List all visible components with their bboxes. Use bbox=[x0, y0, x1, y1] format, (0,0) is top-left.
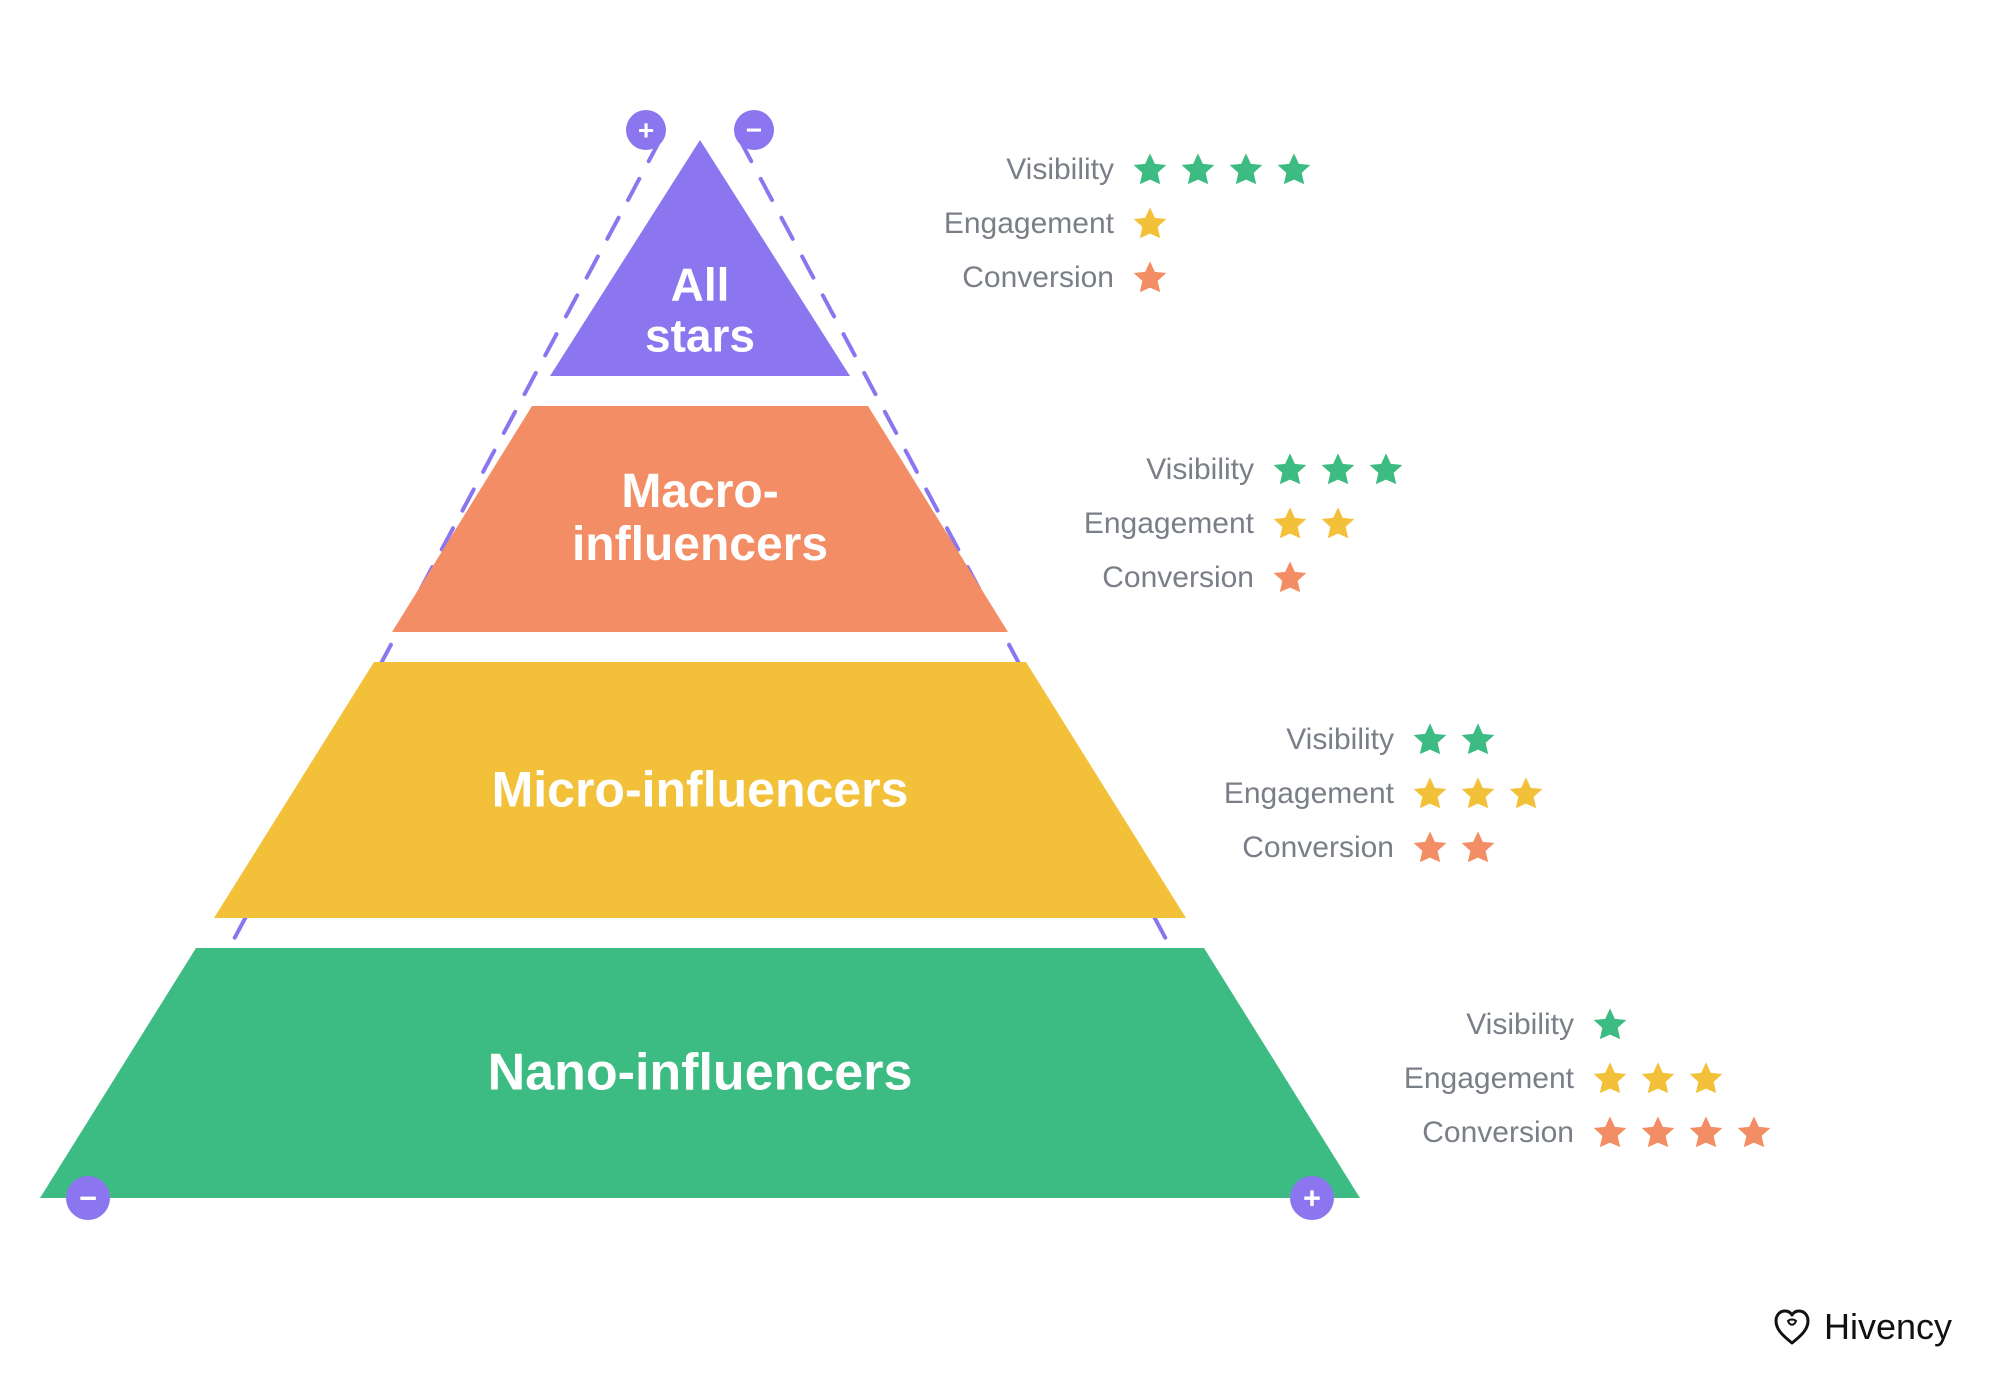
rating-row-visibility: Visibility bbox=[920, 150, 1314, 190]
star-icon bbox=[1410, 720, 1450, 760]
star-icon bbox=[1410, 774, 1450, 814]
badge-top-minus: − bbox=[734, 110, 774, 150]
brand-icon bbox=[1772, 1307, 1812, 1347]
tier-label-micro: Micro-influencers bbox=[492, 763, 909, 818]
rating-row-conversion: Conversion bbox=[1380, 1113, 1774, 1153]
rating-label: Conversion bbox=[1060, 561, 1270, 595]
ratings-nano: Visibility Engagement Conversion bbox=[1380, 1005, 1774, 1153]
star-icon bbox=[1178, 150, 1218, 190]
rating-row-engagement: Engagement bbox=[1060, 504, 1406, 544]
star-icon bbox=[1226, 150, 1266, 190]
rating-label: Conversion bbox=[1200, 831, 1410, 865]
star-icon bbox=[1270, 504, 1310, 544]
star-icon bbox=[1318, 504, 1358, 544]
ratings-micro: Visibility Engagement Conversion bbox=[1200, 720, 1546, 868]
badge-bottom-plus: + bbox=[1290, 1176, 1334, 1220]
star-icon bbox=[1734, 1113, 1774, 1153]
rating-stars bbox=[1270, 558, 1310, 598]
rating-label: Visibility bbox=[1200, 723, 1410, 757]
star-icon bbox=[1130, 258, 1170, 298]
rating-stars bbox=[1130, 204, 1170, 244]
rating-label: Visibility bbox=[1060, 453, 1270, 487]
rating-row-engagement: Engagement bbox=[920, 204, 1314, 244]
rating-row-engagement: Engagement bbox=[1200, 774, 1546, 814]
star-icon bbox=[1458, 828, 1498, 868]
rating-stars bbox=[1270, 504, 1358, 544]
svg-text:+: + bbox=[1303, 1181, 1321, 1216]
star-icon bbox=[1458, 720, 1498, 760]
rating-label: Engagement bbox=[1200, 777, 1410, 811]
svg-text:−: − bbox=[79, 1181, 97, 1216]
rating-stars bbox=[1590, 1005, 1630, 1045]
rating-row-conversion: Conversion bbox=[1060, 558, 1406, 598]
rating-label: Visibility bbox=[1380, 1008, 1590, 1042]
star-icon bbox=[1590, 1113, 1630, 1153]
rating-row-conversion: Conversion bbox=[920, 258, 1314, 298]
star-icon bbox=[1318, 450, 1358, 490]
ratings-all-stars: Visibility Engagement Conversion bbox=[920, 150, 1314, 298]
rating-label: Engagement bbox=[920, 207, 1130, 241]
star-icon bbox=[1590, 1005, 1630, 1045]
tier-label-macro: Macro- influencers bbox=[572, 466, 828, 572]
star-icon bbox=[1506, 774, 1546, 814]
star-icon bbox=[1274, 150, 1314, 190]
brand-name: Hivency bbox=[1824, 1306, 1952, 1348]
star-icon bbox=[1270, 558, 1310, 598]
rating-label: Visibility bbox=[920, 153, 1130, 187]
tier-label-nano: Nano-influencers bbox=[488, 1044, 913, 1101]
star-icon bbox=[1270, 450, 1310, 490]
star-icon bbox=[1366, 450, 1406, 490]
star-icon bbox=[1590, 1059, 1630, 1099]
star-icon bbox=[1410, 828, 1450, 868]
rating-stars bbox=[1270, 450, 1406, 490]
rating-row-visibility: Visibility bbox=[1380, 1005, 1774, 1045]
rating-label: Conversion bbox=[1380, 1116, 1590, 1150]
star-icon bbox=[1130, 204, 1170, 244]
star-icon bbox=[1638, 1059, 1678, 1099]
star-icon bbox=[1686, 1059, 1726, 1099]
rating-row-conversion: Conversion bbox=[1200, 828, 1546, 868]
star-icon bbox=[1130, 150, 1170, 190]
rating-label: Engagement bbox=[1380, 1062, 1590, 1096]
infographic-stage: + − − + All stars Macro- influencers Micro-in… bbox=[0, 0, 2012, 1384]
rating-stars bbox=[1410, 720, 1498, 760]
svg-text:+: + bbox=[638, 115, 654, 146]
badge-bottom-minus: − bbox=[66, 1176, 110, 1220]
badge-top-plus: + bbox=[626, 110, 666, 150]
brand-mark: Hivency bbox=[1772, 1306, 1952, 1348]
star-icon bbox=[1458, 774, 1498, 814]
tier-label-all-stars: All stars bbox=[645, 259, 755, 360]
rating-stars bbox=[1590, 1059, 1726, 1099]
ratings-macro: Visibility Engagement Conversion bbox=[1060, 450, 1406, 598]
rating-label: Conversion bbox=[920, 261, 1130, 295]
svg-text:−: − bbox=[746, 115, 762, 146]
star-icon bbox=[1686, 1113, 1726, 1153]
rating-stars bbox=[1410, 828, 1498, 868]
rating-stars bbox=[1410, 774, 1546, 814]
rating-stars bbox=[1590, 1113, 1774, 1153]
rating-row-visibility: Visibility bbox=[1200, 720, 1546, 760]
rating-label: Engagement bbox=[1060, 507, 1270, 541]
rating-row-engagement: Engagement bbox=[1380, 1059, 1774, 1099]
rating-stars bbox=[1130, 150, 1314, 190]
star-icon bbox=[1638, 1113, 1678, 1153]
rating-stars bbox=[1130, 258, 1170, 298]
rating-row-visibility: Visibility bbox=[1060, 450, 1406, 490]
